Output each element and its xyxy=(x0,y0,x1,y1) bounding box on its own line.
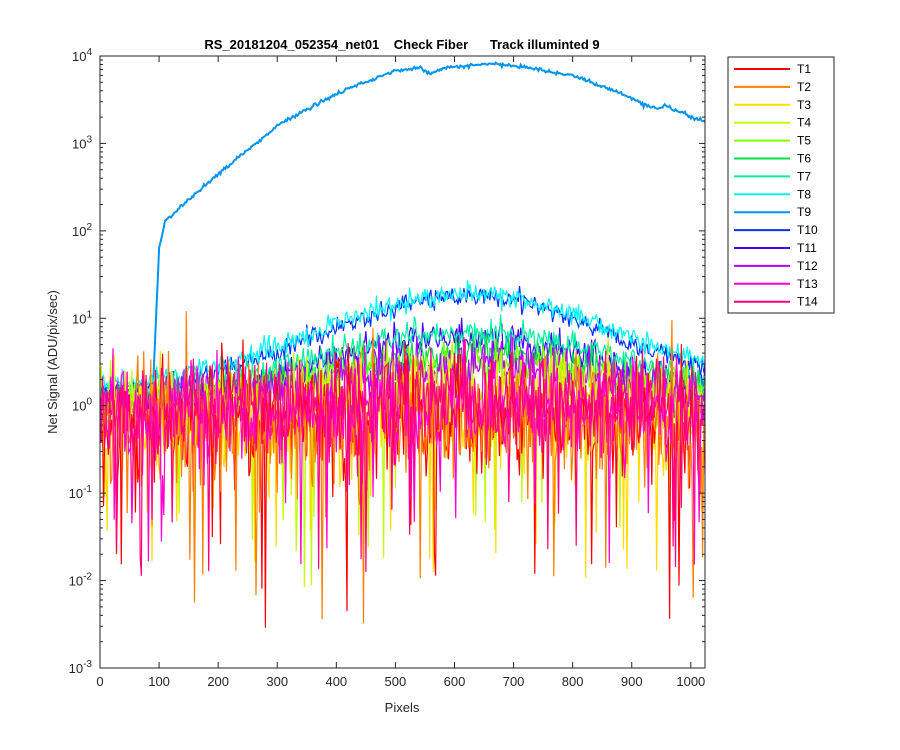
y-tick-label: 103 xyxy=(72,134,92,151)
series-line-t8 xyxy=(100,280,705,391)
y-tick-label: 100 xyxy=(72,397,92,414)
y-tick-label: 104 xyxy=(72,47,92,64)
y-axis-label: Net Signal (ADU/pix/sec) xyxy=(45,290,60,434)
x-tick-label: 0 xyxy=(96,674,103,689)
chart-title: RS_20181204_052354_net01 Check Fiber Tra… xyxy=(204,37,599,52)
legend-label: T5 xyxy=(797,134,811,148)
legend-label: T1 xyxy=(797,62,811,76)
series-layer xyxy=(100,60,705,628)
legend-label: T14 xyxy=(797,295,818,309)
series-line-t9 xyxy=(100,60,705,391)
plot-frame xyxy=(99,55,706,669)
legend-box xyxy=(727,56,835,314)
legend: T1 T2 T3 T4 T5 T6 T7 T8 T9 T10 T11 T12 T13 T14 xyxy=(727,56,835,314)
y-tick-label: 101 xyxy=(72,309,92,326)
x-tick-label: 300 xyxy=(266,674,288,689)
x-tick-label: 400 xyxy=(325,674,347,689)
legend-label: T13 xyxy=(797,277,818,291)
x-tick-label: 500 xyxy=(385,674,407,689)
legend-label: T6 xyxy=(797,152,811,166)
y-axis: 10-3 10-2 10-1 100 101 102 103 104 xyxy=(69,47,705,676)
x-tick-label: 700 xyxy=(503,674,525,689)
x-axis-label: Pixels xyxy=(385,700,420,715)
x-tick-label: 600 xyxy=(444,674,466,689)
x-tick-label: 100 xyxy=(148,674,170,689)
x-tick-label: 800 xyxy=(562,674,584,689)
legend-label: T8 xyxy=(797,187,811,201)
x-tick-label: 200 xyxy=(207,674,229,689)
plot-area: 0 100 200 300 400 500 600 700 800 900 1000 10-310-… xyxy=(69,47,706,689)
x-axis: 0 100 200 300 400 500 600 700 800 900 1000 xyxy=(96,56,705,689)
legend-label: T9 xyxy=(797,205,811,219)
legend-label: T4 xyxy=(797,116,811,130)
y-tick-label: 10-1 xyxy=(69,484,93,501)
legend-label: T11 xyxy=(797,241,817,255)
legend-label: T2 xyxy=(797,80,811,94)
series-line-t14 xyxy=(100,339,705,576)
y-tick-label: 10-2 xyxy=(69,572,93,589)
legend-label: T12 xyxy=(797,259,818,273)
legend-label: T10 xyxy=(797,223,818,237)
legend-label: T7 xyxy=(797,169,811,183)
y-tick-label: 10-3 xyxy=(69,659,93,676)
x-tick-label: 1000 xyxy=(676,674,705,689)
y-tick-label: 102 xyxy=(72,222,92,239)
x-tick-label: 900 xyxy=(621,674,643,689)
legend-label: T3 xyxy=(797,98,811,112)
